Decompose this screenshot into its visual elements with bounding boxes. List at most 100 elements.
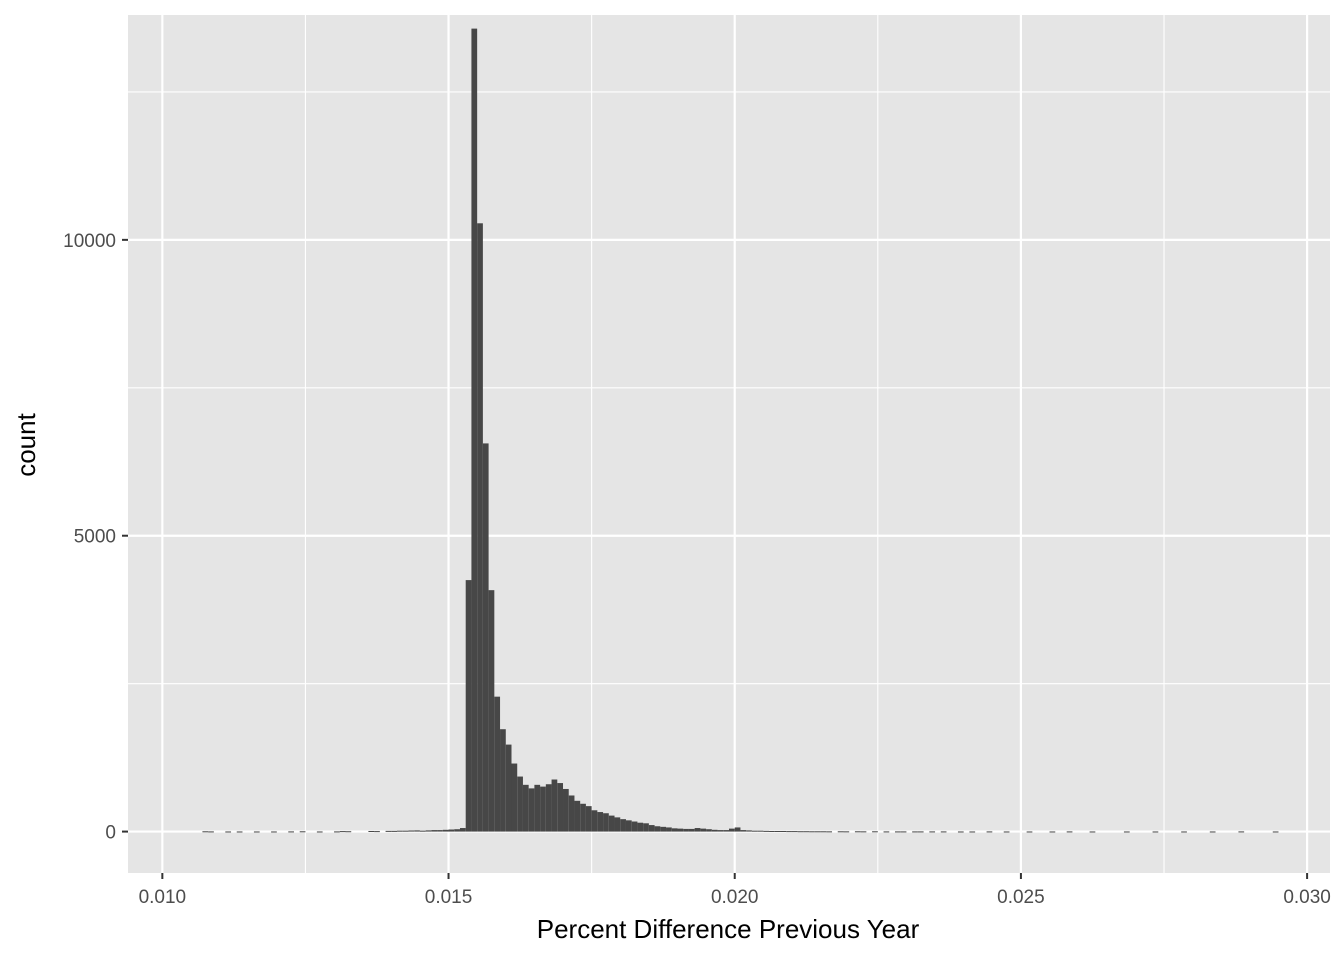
histogram-bar [671, 828, 678, 832]
y-tick-label: 0 [105, 823, 116, 844]
histogram-bar [843, 831, 850, 833]
histogram-bar [666, 827, 672, 832]
histogram-bar [488, 590, 495, 832]
histogram-bar [408, 830, 415, 832]
histogram-bar [574, 800, 581, 832]
histogram-bar [803, 831, 810, 833]
histogram-bar [751, 830, 758, 832]
histogram-bar [225, 831, 232, 833]
histogram-bar [706, 829, 712, 832]
y-axis: 0 5000 10000 [63, 231, 128, 844]
histogram-bar [797, 831, 804, 833]
histogram-bar [471, 28, 478, 832]
histogram-bar [1209, 831, 1216, 833]
histogram-bar [253, 831, 260, 833]
y-axis-title: count [11, 412, 41, 476]
histogram-bar [545, 784, 552, 832]
minor-gridlines [128, 15, 1330, 873]
histogram-bar [763, 830, 770, 832]
histogram-bar [820, 831, 827, 833]
histogram-bar [522, 784, 529, 832]
histogram-bar [872, 831, 878, 833]
histogram-bar [620, 819, 626, 832]
histogram-bar [568, 795, 575, 832]
histogram-bar [334, 831, 340, 833]
histogram-bar [368, 830, 375, 832]
histogram-bar [557, 783, 564, 832]
histogram-bar [271, 831, 277, 833]
histogram-bar [608, 815, 615, 832]
x-tick-label: 0.010 [139, 887, 187, 908]
histogram-bar [391, 830, 398, 832]
histogram-bar [900, 831, 907, 833]
histogram-bar [734, 827, 741, 832]
histogram-bar [500, 729, 506, 832]
histogram-bar [597, 812, 604, 832]
histogram-bar [448, 829, 455, 832]
histogram-bar [700, 828, 707, 832]
x-tick-label: 0.025 [997, 887, 1045, 908]
histogram-bar [894, 831, 901, 833]
histogram-bar [1152, 831, 1159, 833]
histogram-bar [940, 831, 947, 833]
histogram-bar [786, 831, 792, 833]
histogram-bar [912, 831, 918, 833]
histogram-bar [854, 831, 861, 833]
histogram-bar [442, 829, 449, 832]
histogram-bar [437, 830, 443, 832]
histogram-bar [345, 831, 352, 833]
histogram-bar [969, 831, 976, 833]
histogram-bar [316, 831, 323, 833]
histogram-bar [585, 806, 592, 832]
histogram-bar [688, 828, 695, 832]
x-tick-label: 0.030 [1283, 887, 1331, 908]
histogram-bar [1123, 831, 1130, 833]
histogram-bar [1181, 831, 1187, 833]
histogram-bar [1026, 831, 1033, 833]
histogram-bar [563, 788, 569, 832]
histogram-bar [288, 831, 294, 833]
histogram-bar [791, 831, 798, 833]
histogram-bar [299, 831, 306, 833]
histogram-bar [729, 828, 735, 832]
histogram-bar [202, 831, 209, 833]
y-tick-label: 5000 [74, 527, 116, 548]
histogram-bar [414, 830, 420, 832]
histogram-bar [614, 817, 621, 832]
histogram-bar [511, 763, 518, 832]
histogram-bar [1089, 831, 1096, 833]
histogram-bars [202, 28, 1279, 833]
histogram-bar [809, 831, 815, 833]
histogram-bar [580, 803, 586, 832]
histogram-bar [780, 830, 787, 832]
histogram-bar [740, 830, 747, 832]
histogram-bar [454, 829, 460, 832]
histogram-bar [385, 830, 392, 832]
histogram-bar [477, 223, 483, 832]
histogram-bar [711, 829, 718, 832]
histogram-bar [1272, 831, 1279, 833]
histogram-bar [505, 744, 512, 832]
histogram-bar [208, 831, 214, 833]
histogram-bar [826, 831, 833, 833]
histogram-bar [814, 831, 821, 833]
histogram-bar [660, 826, 667, 832]
histogram-bar [397, 830, 403, 832]
histogram-bar [465, 580, 472, 832]
histogram-bar [957, 831, 964, 833]
histogram-bar [883, 831, 890, 833]
histogram-bar [603, 813, 609, 832]
histogram-bar [986, 831, 993, 833]
histogram-bar [1003, 831, 1010, 833]
x-axis-title: Percent Difference Previous Year [537, 914, 920, 944]
histogram-bar [236, 831, 243, 833]
histogram-bar [591, 810, 598, 832]
histogram-bar [494, 696, 501, 832]
histogram-bar [1238, 831, 1245, 833]
histogram-bar [757, 830, 764, 832]
histogram-bar [540, 786, 546, 832]
x-axis: 0.010 0.015 0.020 0.025 0.030 [139, 873, 1331, 908]
histogram-bar [774, 830, 781, 832]
histogram-bar [694, 828, 701, 832]
